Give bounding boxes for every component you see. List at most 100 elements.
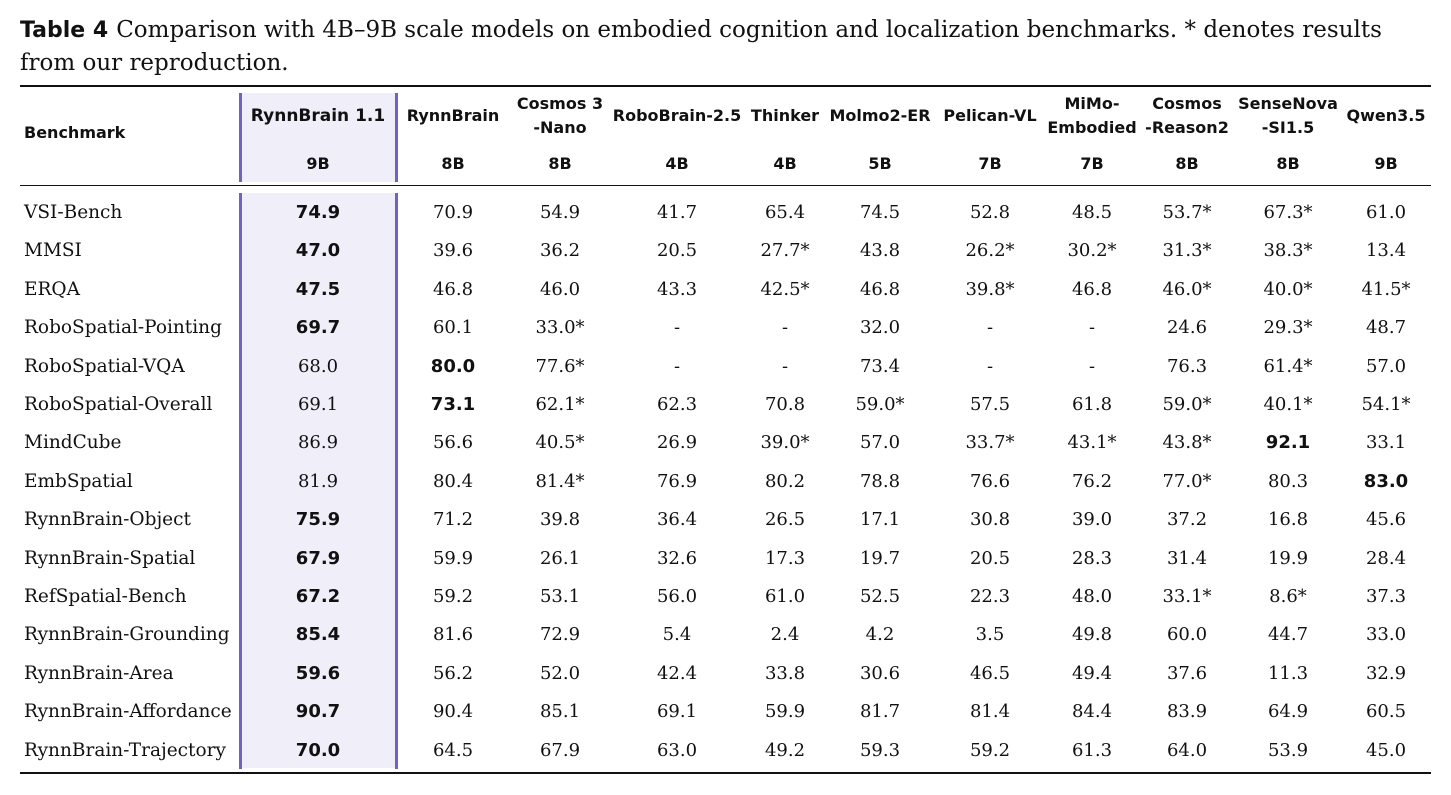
table-cell: 26.1 bbox=[539, 547, 581, 569]
table-cell: 69.1 bbox=[656, 701, 698, 723]
table-cell: 33.0 bbox=[1365, 624, 1407, 646]
table-cell: 44.7 bbox=[1267, 624, 1309, 646]
model-name-header: Cosmos 3 -Nano bbox=[517, 92, 603, 140]
table-cell: 3.5 bbox=[975, 624, 1005, 646]
table-cell: 69.1 bbox=[297, 394, 339, 415]
model-name-header: Pelican-VL bbox=[943, 92, 1036, 140]
table-cell: 74.9 bbox=[295, 202, 341, 223]
model-size-header: 4B bbox=[665, 154, 689, 173]
table-cell: 22.3 bbox=[969, 586, 1011, 607]
table-cell: 41.5* bbox=[1361, 278, 1411, 300]
table-cell: 47.5 bbox=[295, 278, 341, 300]
table-cell: 64.0 bbox=[1166, 739, 1208, 761]
table-cell: 76.3 bbox=[1166, 355, 1208, 377]
benchmark-name: RynnBrain-Affordance bbox=[24, 701, 232, 723]
table-cell: 61.0 bbox=[1365, 202, 1407, 223]
table-top-rule bbox=[20, 85, 1431, 87]
table-cell: 85.1 bbox=[539, 701, 581, 723]
table-cell: 74.5 bbox=[859, 202, 901, 223]
model-name-header: Cosmos -Reason2 bbox=[1145, 92, 1229, 140]
table-cell: - bbox=[1088, 355, 1096, 377]
table-cell: 33.0* bbox=[535, 317, 585, 339]
table-cell: 57.0 bbox=[1365, 355, 1407, 377]
table-bottom-rule bbox=[20, 772, 1431, 774]
highlight-left-border-body bbox=[239, 193, 242, 769]
table-cell: 46.8 bbox=[859, 278, 901, 300]
table-cell: 26.5 bbox=[764, 509, 806, 531]
table-cell: 40.0* bbox=[1263, 278, 1313, 300]
table-cell: 59.9 bbox=[432, 547, 474, 569]
table-header-rule bbox=[20, 185, 1431, 186]
table-cell: 76.6 bbox=[969, 470, 1011, 492]
table-cell: 70.8 bbox=[764, 394, 806, 415]
table-cell: 70.9 bbox=[432, 202, 474, 223]
table-cell: 60.0 bbox=[1166, 624, 1208, 646]
table-cell: 90.4 bbox=[432, 701, 474, 723]
table-row: EmbSpatial 81.9 80.4 81.4* 76.9 80.2 78.8 76.6 7… bbox=[0, 463, 1451, 501]
benchmark-name: RoboSpatial-Pointing bbox=[24, 317, 222, 339]
model-size-header: 4B bbox=[773, 154, 797, 173]
table-row: ERQA 47.5 46.8 46.0 43.3 42.5* 46.8 39.8* 46.8 46… bbox=[0, 271, 1451, 309]
table-cell: 76.2 bbox=[1071, 470, 1113, 492]
table-cell: 8.6* bbox=[1269, 586, 1307, 607]
table-cell: 31.4 bbox=[1166, 547, 1208, 569]
table-cell: 90.7 bbox=[295, 701, 341, 723]
table-cell: 32.0 bbox=[859, 317, 901, 339]
table-cell: 73.1 bbox=[430, 394, 476, 415]
model-name-line: SenseNova bbox=[1238, 94, 1338, 113]
table-cell: 53.1 bbox=[539, 586, 581, 607]
table-cell: 42.4 bbox=[656, 662, 698, 684]
model-name-line: Pelican-VL bbox=[943, 106, 1037, 125]
table-cell: 80.3 bbox=[1267, 470, 1309, 492]
benchmark-name: ERQA bbox=[24, 278, 80, 300]
model-name-header: RynnBrain 1.1 bbox=[251, 92, 385, 140]
table-cell: 59.2 bbox=[969, 739, 1011, 761]
highlight-column-header bbox=[241, 93, 395, 182]
model-name-header: Molmo2-ER bbox=[829, 92, 930, 140]
table-row: RoboSpatial-Pointing 69.7 60.1 33.0* - - 32.0 -… bbox=[0, 309, 1451, 347]
table-cell: 92.1 bbox=[1265, 432, 1311, 454]
table-cell: 60.1 bbox=[432, 317, 474, 339]
table-cell: 39.8* bbox=[965, 278, 1015, 300]
table-cell: 61.3 bbox=[1071, 739, 1113, 761]
model-name-line: MiMo- bbox=[1064, 94, 1120, 113]
highlight-right-border-header bbox=[395, 93, 398, 182]
table-cell: 81.7 bbox=[859, 701, 901, 723]
table-cell: - bbox=[673, 317, 681, 339]
table-cell: 26.2* bbox=[965, 240, 1015, 262]
table-cell: 81.9 bbox=[297, 470, 339, 492]
table-cell: 49.2 bbox=[764, 739, 806, 761]
model-name-line: RynnBrain bbox=[406, 106, 500, 125]
table-cell: - bbox=[673, 355, 681, 377]
table-cell: - bbox=[986, 317, 994, 339]
table-cell: 71.2 bbox=[432, 509, 474, 531]
model-name-header: Thinker bbox=[751, 92, 819, 140]
table-cell: 45.0 bbox=[1365, 739, 1407, 761]
table-row: MMSI 47.0 39.6 36.2 20.5 27.7* 43.8 26.2* 30.2* 3… bbox=[0, 232, 1451, 270]
benchmark-name: RefSpatial-Bench bbox=[24, 586, 187, 607]
table-cell: 75.9 bbox=[295, 509, 341, 531]
table-cell: 48.7 bbox=[1365, 317, 1407, 339]
table-cell: 33.7* bbox=[965, 432, 1015, 454]
table-cell: 59.9 bbox=[764, 701, 806, 723]
table-cell: 46.0 bbox=[539, 278, 581, 300]
table-row: RynnBrain-Spatial 67.9 59.9 26.1 32.6 17.3 19.… bbox=[0, 540, 1451, 578]
benchmark-name: VSI-Bench bbox=[24, 202, 123, 223]
table-cell: 20.5 bbox=[969, 547, 1011, 569]
table-cell: 83.0 bbox=[1363, 470, 1409, 492]
highlight-right-border-body bbox=[395, 193, 398, 769]
table-cell: 54.9 bbox=[539, 202, 581, 223]
table-cell: 67.2 bbox=[295, 586, 341, 607]
table-cell: 43.8* bbox=[1162, 432, 1212, 454]
table-row: RynnBrain-Trajectory 70.0 64.5 67.9 63.0 49.2… bbox=[0, 732, 1451, 770]
model-name-line: Molmo2-ER bbox=[829, 106, 931, 125]
model-size-header: 7B bbox=[1080, 154, 1104, 173]
caption-text: Comparison with 4B–9B scale models on em… bbox=[20, 17, 1382, 76]
table-cell: 45.6 bbox=[1365, 509, 1407, 531]
table-row: RynnBrain-Affordance 90.7 90.4 85.1 69.1 59.9… bbox=[0, 693, 1451, 731]
table-cell: 57.5 bbox=[969, 394, 1011, 415]
model-name-header: MiMo- Embodied bbox=[1047, 92, 1136, 140]
table-cell: 43.1* bbox=[1067, 432, 1117, 454]
model-size-header: 8B bbox=[1175, 154, 1199, 173]
model-name-line: -SI1.5 bbox=[1261, 118, 1315, 137]
